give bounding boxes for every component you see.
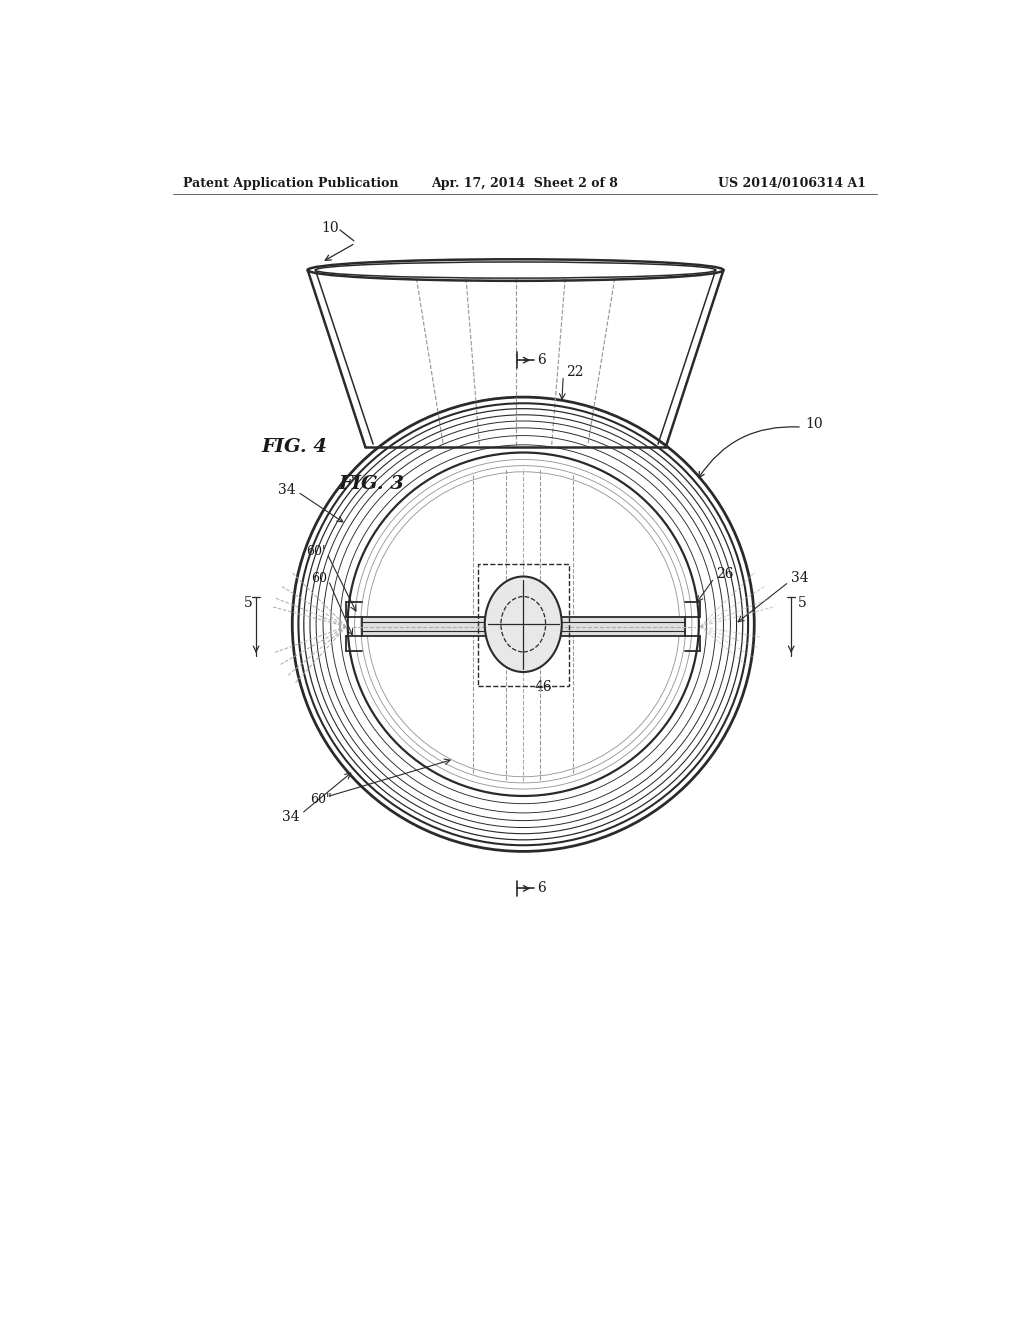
Text: 60: 60 [311,572,327,585]
Bar [361,616,685,636]
Ellipse shape [484,577,562,672]
Text: Apr. 17, 2014  Sheet 2 of 8: Apr. 17, 2014 Sheet 2 of 8 [431,177,618,190]
Text: 6: 6 [538,882,546,895]
Ellipse shape [292,397,755,851]
Ellipse shape [315,261,716,279]
Text: FIG. 3: FIG. 3 [339,475,404,494]
Text: 34: 34 [279,483,296,496]
Text: 46: 46 [535,680,552,694]
Text: 5: 5 [798,597,806,610]
Text: Patent Application Publication: Patent Application Publication [183,177,398,190]
Text: 34: 34 [283,809,300,824]
Text: 34: 34 [792,572,809,585]
Text: 10: 10 [805,417,822,432]
Text: US 2014/0106314 A1: US 2014/0106314 A1 [718,177,866,190]
Text: 60": 60" [310,793,332,807]
Ellipse shape [348,453,698,796]
Text: FIG. 4: FIG. 4 [261,438,328,457]
Text: 5: 5 [244,597,252,610]
Text: 6: 6 [538,354,546,367]
Text: 60': 60' [306,545,326,557]
Text: 22: 22 [565,366,583,379]
Bar [478,564,568,686]
Text: 26: 26 [716,568,733,581]
Text: 10: 10 [321,220,339,235]
